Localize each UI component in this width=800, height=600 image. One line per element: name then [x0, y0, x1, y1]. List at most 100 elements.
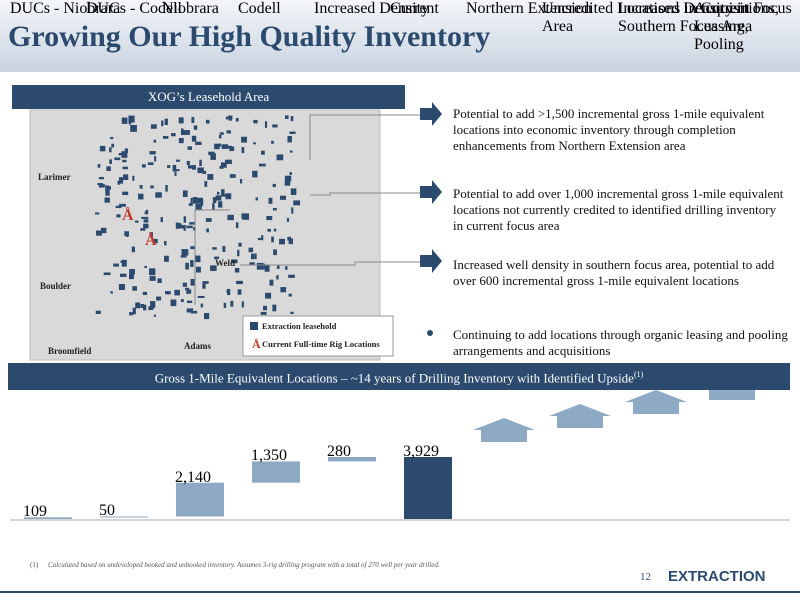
leasehold: [273, 228, 277, 232]
leasehold: [271, 140, 274, 144]
chart-title-note: (1): [633, 370, 644, 379]
leasehold: [220, 162, 227, 168]
leasehold: [214, 143, 220, 150]
leasehold: [148, 306, 151, 311]
leasehold: [153, 139, 157, 143]
leasehold: [214, 256, 220, 259]
leasehold: [121, 259, 127, 267]
value-label: 2,140: [175, 468, 211, 486]
leasehold: [164, 118, 168, 125]
leasehold: [117, 180, 121, 185]
connectors: [194, 114, 420, 305]
leasehold: [141, 164, 146, 168]
leasehold: [149, 151, 156, 155]
bar: [252, 461, 300, 483]
leasehold: [103, 272, 111, 276]
chart-header: Gross 1-Mile Equivalent Locations – ~14 …: [8, 363, 790, 391]
leasehold: [190, 246, 195, 250]
leasehold: [111, 143, 115, 148]
chart-marks: [24, 376, 763, 519]
leasehold: [180, 255, 187, 258]
value-label: 3,929: [403, 443, 439, 460]
leasehold: [197, 167, 204, 174]
footnote-text: Calculated based on undeveloped booked a…: [48, 561, 440, 569]
leasehold: [95, 310, 101, 314]
leasehold: [186, 308, 194, 313]
leasehold: [174, 171, 177, 177]
leasehold: [149, 276, 156, 281]
leasehold: [153, 314, 156, 317]
leasehold: [161, 120, 164, 127]
leasehold: [235, 222, 239, 229]
leasehold: [186, 225, 193, 229]
county-label: Broomfield: [48, 346, 92, 356]
leasehold: [174, 169, 180, 172]
leasehold: [215, 195, 222, 201]
leasehold: [219, 132, 224, 135]
leasehold: [197, 295, 205, 299]
leasehold: [237, 289, 242, 295]
leasehold: [218, 143, 222, 147]
leasehold: [99, 145, 106, 152]
leasehold: [200, 303, 204, 308]
leasehold: [273, 249, 277, 256]
leasehold: [259, 163, 266, 167]
leasehold: [196, 197, 203, 204]
bar: [404, 457, 452, 519]
leasehold: [104, 197, 110, 203]
leasehold: [254, 253, 257, 260]
leasehold: [120, 273, 127, 277]
bar: [328, 457, 376, 462]
leasehold: [180, 299, 184, 303]
leasehold: [110, 136, 114, 140]
leasehold: [154, 156, 157, 162]
leasehold: [289, 131, 296, 134]
leasehold: [186, 289, 192, 294]
rig-icon: Å: [252, 337, 261, 351]
leasehold: [105, 185, 109, 193]
x-tick-label: DUCs - Codell: [86, 0, 182, 17]
bar: [176, 482, 224, 517]
leasehold: [225, 193, 232, 200]
leasehold: [132, 175, 135, 181]
leasehold: [228, 115, 233, 120]
leasehold: [178, 225, 185, 229]
bar: [100, 516, 148, 518]
leasehold: [164, 241, 167, 246]
leasehold: [193, 227, 196, 231]
leasehold: [202, 281, 209, 284]
leasehold: [178, 223, 182, 227]
leasehold: [132, 307, 136, 315]
leasehold: [251, 253, 255, 260]
county-label: Boulder: [40, 281, 72, 291]
county-label: Adams: [184, 341, 212, 351]
x-tick-label: Niobrara: [162, 0, 219, 17]
legend-swatch: [250, 322, 258, 330]
leasehold: [264, 121, 268, 128]
leasehold: [118, 152, 123, 156]
county-label: Weld: [215, 258, 236, 268]
leasehold: [256, 262, 264, 270]
leasehold: [212, 203, 215, 211]
leasehold: [109, 159, 113, 164]
leasehold: [276, 154, 284, 161]
leasehold: [140, 228, 146, 231]
leasehold: [280, 287, 287, 293]
leasehold: [269, 279, 274, 286]
leasehold: [156, 296, 162, 301]
leasehold: [263, 305, 268, 311]
leasehold: [253, 142, 256, 145]
leasehold: [202, 170, 207, 174]
leasehold: [106, 166, 111, 172]
leasehold: [167, 165, 171, 168]
leasehold: [183, 224, 186, 231]
leasehold: [121, 151, 128, 158]
leasehold: [183, 130, 190, 135]
leasehold: [229, 146, 235, 152]
leasehold: [196, 266, 201, 273]
leasehold: [204, 312, 210, 320]
leasehold: [222, 245, 226, 252]
upside-arrow: [625, 390, 687, 414]
leasehold: [217, 191, 220, 195]
